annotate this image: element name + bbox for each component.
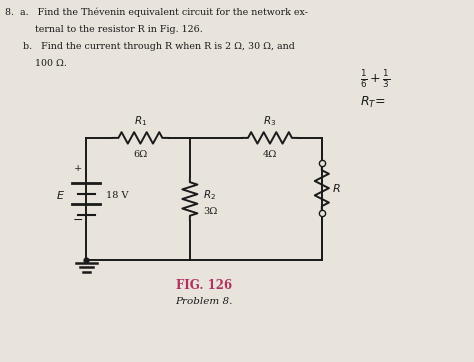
Text: 18 V: 18 V — [106, 191, 128, 200]
Text: 100 Ω.: 100 Ω. — [5, 59, 67, 67]
Text: 6Ω: 6Ω — [133, 151, 147, 160]
Text: −: − — [73, 214, 83, 227]
Text: $R_T\!=\!$: $R_T\!=\!$ — [359, 94, 385, 110]
Text: $R_1$: $R_1$ — [134, 114, 147, 128]
Text: ternal to the resistor R in Fig. 126.: ternal to the resistor R in Fig. 126. — [5, 25, 203, 34]
Text: Problem 8.: Problem 8. — [175, 297, 233, 306]
Text: $R_3$: $R_3$ — [264, 114, 277, 128]
Text: $R_2$: $R_2$ — [203, 189, 216, 202]
Text: FIG. 126: FIG. 126 — [176, 279, 232, 292]
Text: $E$: $E$ — [56, 189, 65, 201]
Text: +: + — [73, 164, 82, 173]
Text: $R$: $R$ — [332, 182, 341, 194]
Text: $\frac{1}{6}+\frac{1}{3}$: $\frac{1}{6}+\frac{1}{3}$ — [359, 68, 390, 89]
Text: 8.  a.   Find the Thévenin equivalent circuit for the network ex-: 8. a. Find the Thévenin equivalent circu… — [5, 8, 308, 17]
Text: b.   Find the current through R when R is 2 Ω, 30 Ω, and: b. Find the current through R when R is … — [5, 42, 295, 51]
Text: 4Ω: 4Ω — [263, 151, 277, 160]
Text: 3Ω: 3Ω — [203, 207, 218, 216]
